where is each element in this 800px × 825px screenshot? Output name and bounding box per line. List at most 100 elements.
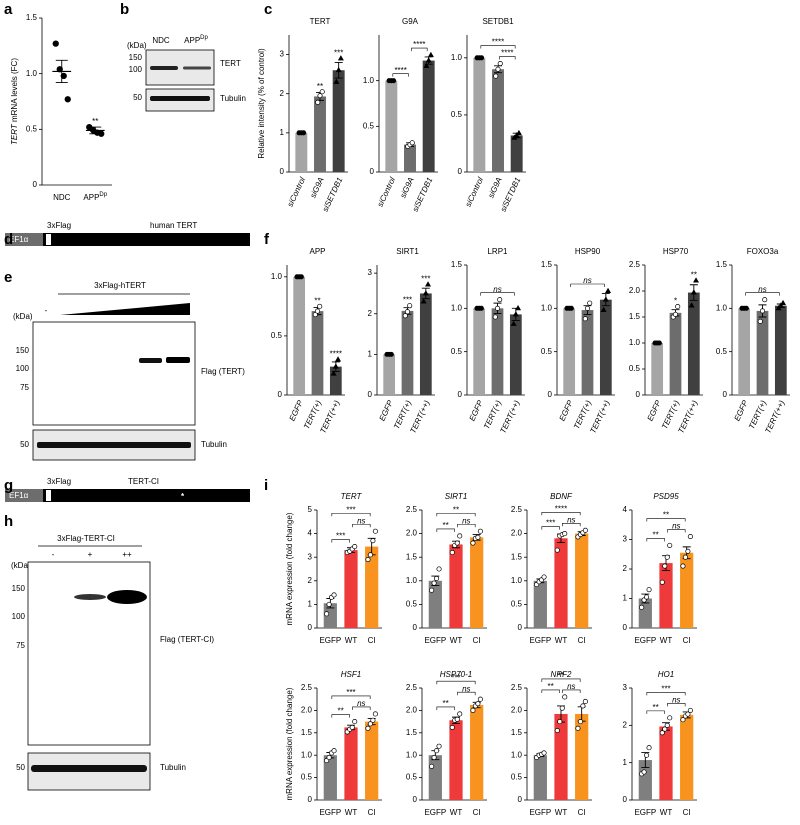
blot-label: Tubulin [201,440,227,449]
y-tick-label: 0.5 [511,773,523,782]
lane-label: - [52,550,55,559]
construct-g: 3xFlag TERT-CI EF1α * [5,477,250,502]
panel-label: c [264,1,272,18]
y-tick-label: 1.0 [301,750,313,759]
bar [756,310,769,395]
promoter-box [5,233,43,246]
bar [314,96,326,172]
blot-header: 3xFlag-TERT-CI [57,534,115,543]
data-point [494,305,501,311]
x-tick-label: siControl [286,176,308,209]
bar [383,354,396,395]
data-point [659,579,665,585]
data-point [662,563,668,569]
bar [563,308,576,395]
bar [680,714,694,800]
data-point [667,542,673,548]
significance-bracket [392,73,409,77]
bar [509,314,522,395]
data-point [495,66,501,72]
data-point [693,277,700,283]
data-point [582,316,588,322]
data-point [388,351,394,357]
y-tick-label: 1 [623,758,628,767]
x-tick-label: CI [473,636,481,645]
bar [680,552,694,628]
significance-label: ns [357,699,365,708]
chart-title: BDNF [550,492,573,501]
y-tick-label: 0 [518,795,523,804]
bar [323,755,337,800]
x-tick-label: CI [683,808,691,817]
data-point [436,566,442,572]
x-tick-label: WT [555,636,568,645]
data-point [449,549,455,556]
insert-label: human TERT [150,221,197,230]
bar [401,310,414,395]
chart: 0 1 2 3 HO1 EGFP WT CI ** ns*** [623,670,697,817]
insert-box [55,233,250,246]
significance-label: ns [493,285,501,294]
significance-label: **** [394,66,406,75]
kda-marker: 75 [20,383,29,392]
x-tick-label: CI [578,808,586,817]
chart: 0 0.5 1.0 1.5 2.0 2.5 HSF1 mRNA expression (fol… [285,670,382,817]
y-tick-label: 0 [623,623,628,632]
significance-label: ** [443,699,449,708]
y-tick-label: 0 [278,390,283,399]
data-point [675,304,681,310]
data-point [562,531,568,537]
tag-gap [46,234,51,245]
y-tick-label: 2.5 [511,683,523,692]
data-point [602,296,609,302]
y-tick-label: 1 [308,600,313,609]
significance-bracket [541,526,560,530]
data-point [687,707,693,713]
data-point [664,554,670,560]
data-point [562,694,568,700]
significance-bracket [436,680,476,685]
data-point [429,763,435,769]
kda-marker: 50 [16,763,25,772]
x-tick-label: siControl [464,176,486,209]
y-tick-label: 1.5 [541,260,553,269]
y-tick-label: 4 [308,529,313,538]
significance-bracket [480,45,516,49]
data-point [64,96,71,103]
y-tick-label: 1.5 [451,260,463,269]
y-tick-label: 1.5 [406,552,418,561]
data-point [52,40,59,47]
data-point [331,748,337,754]
x-tick-label: EGFP [319,808,341,817]
kda-marker: 150 [16,346,30,355]
data-point [324,611,330,617]
data-point [409,140,415,146]
data-point [332,363,339,369]
blot-membrane [27,561,151,746]
y-tick-label: 0.5 [629,364,641,373]
y-tick-label: 3 [308,552,313,561]
x-tick-label: CI [368,636,376,645]
significance-label: *** [346,505,355,514]
significance-bracket [331,695,371,699]
chart-title: FOXO3a [747,247,779,256]
data-point [757,318,763,324]
data-point [582,698,588,704]
data-point [559,705,565,711]
bar [344,727,358,800]
x-tick-label: EGFP [634,808,656,817]
significance-bracket [541,678,581,682]
y-tick-label: 0.5 [301,773,313,782]
data-point [512,311,519,317]
bar [470,537,484,628]
data-point [429,587,435,593]
data-point [584,305,591,311]
data-point [662,726,668,732]
data-point [510,320,517,326]
y-tick-label: 0 [518,623,523,632]
significance-bracket [745,292,780,296]
bar [365,721,379,800]
